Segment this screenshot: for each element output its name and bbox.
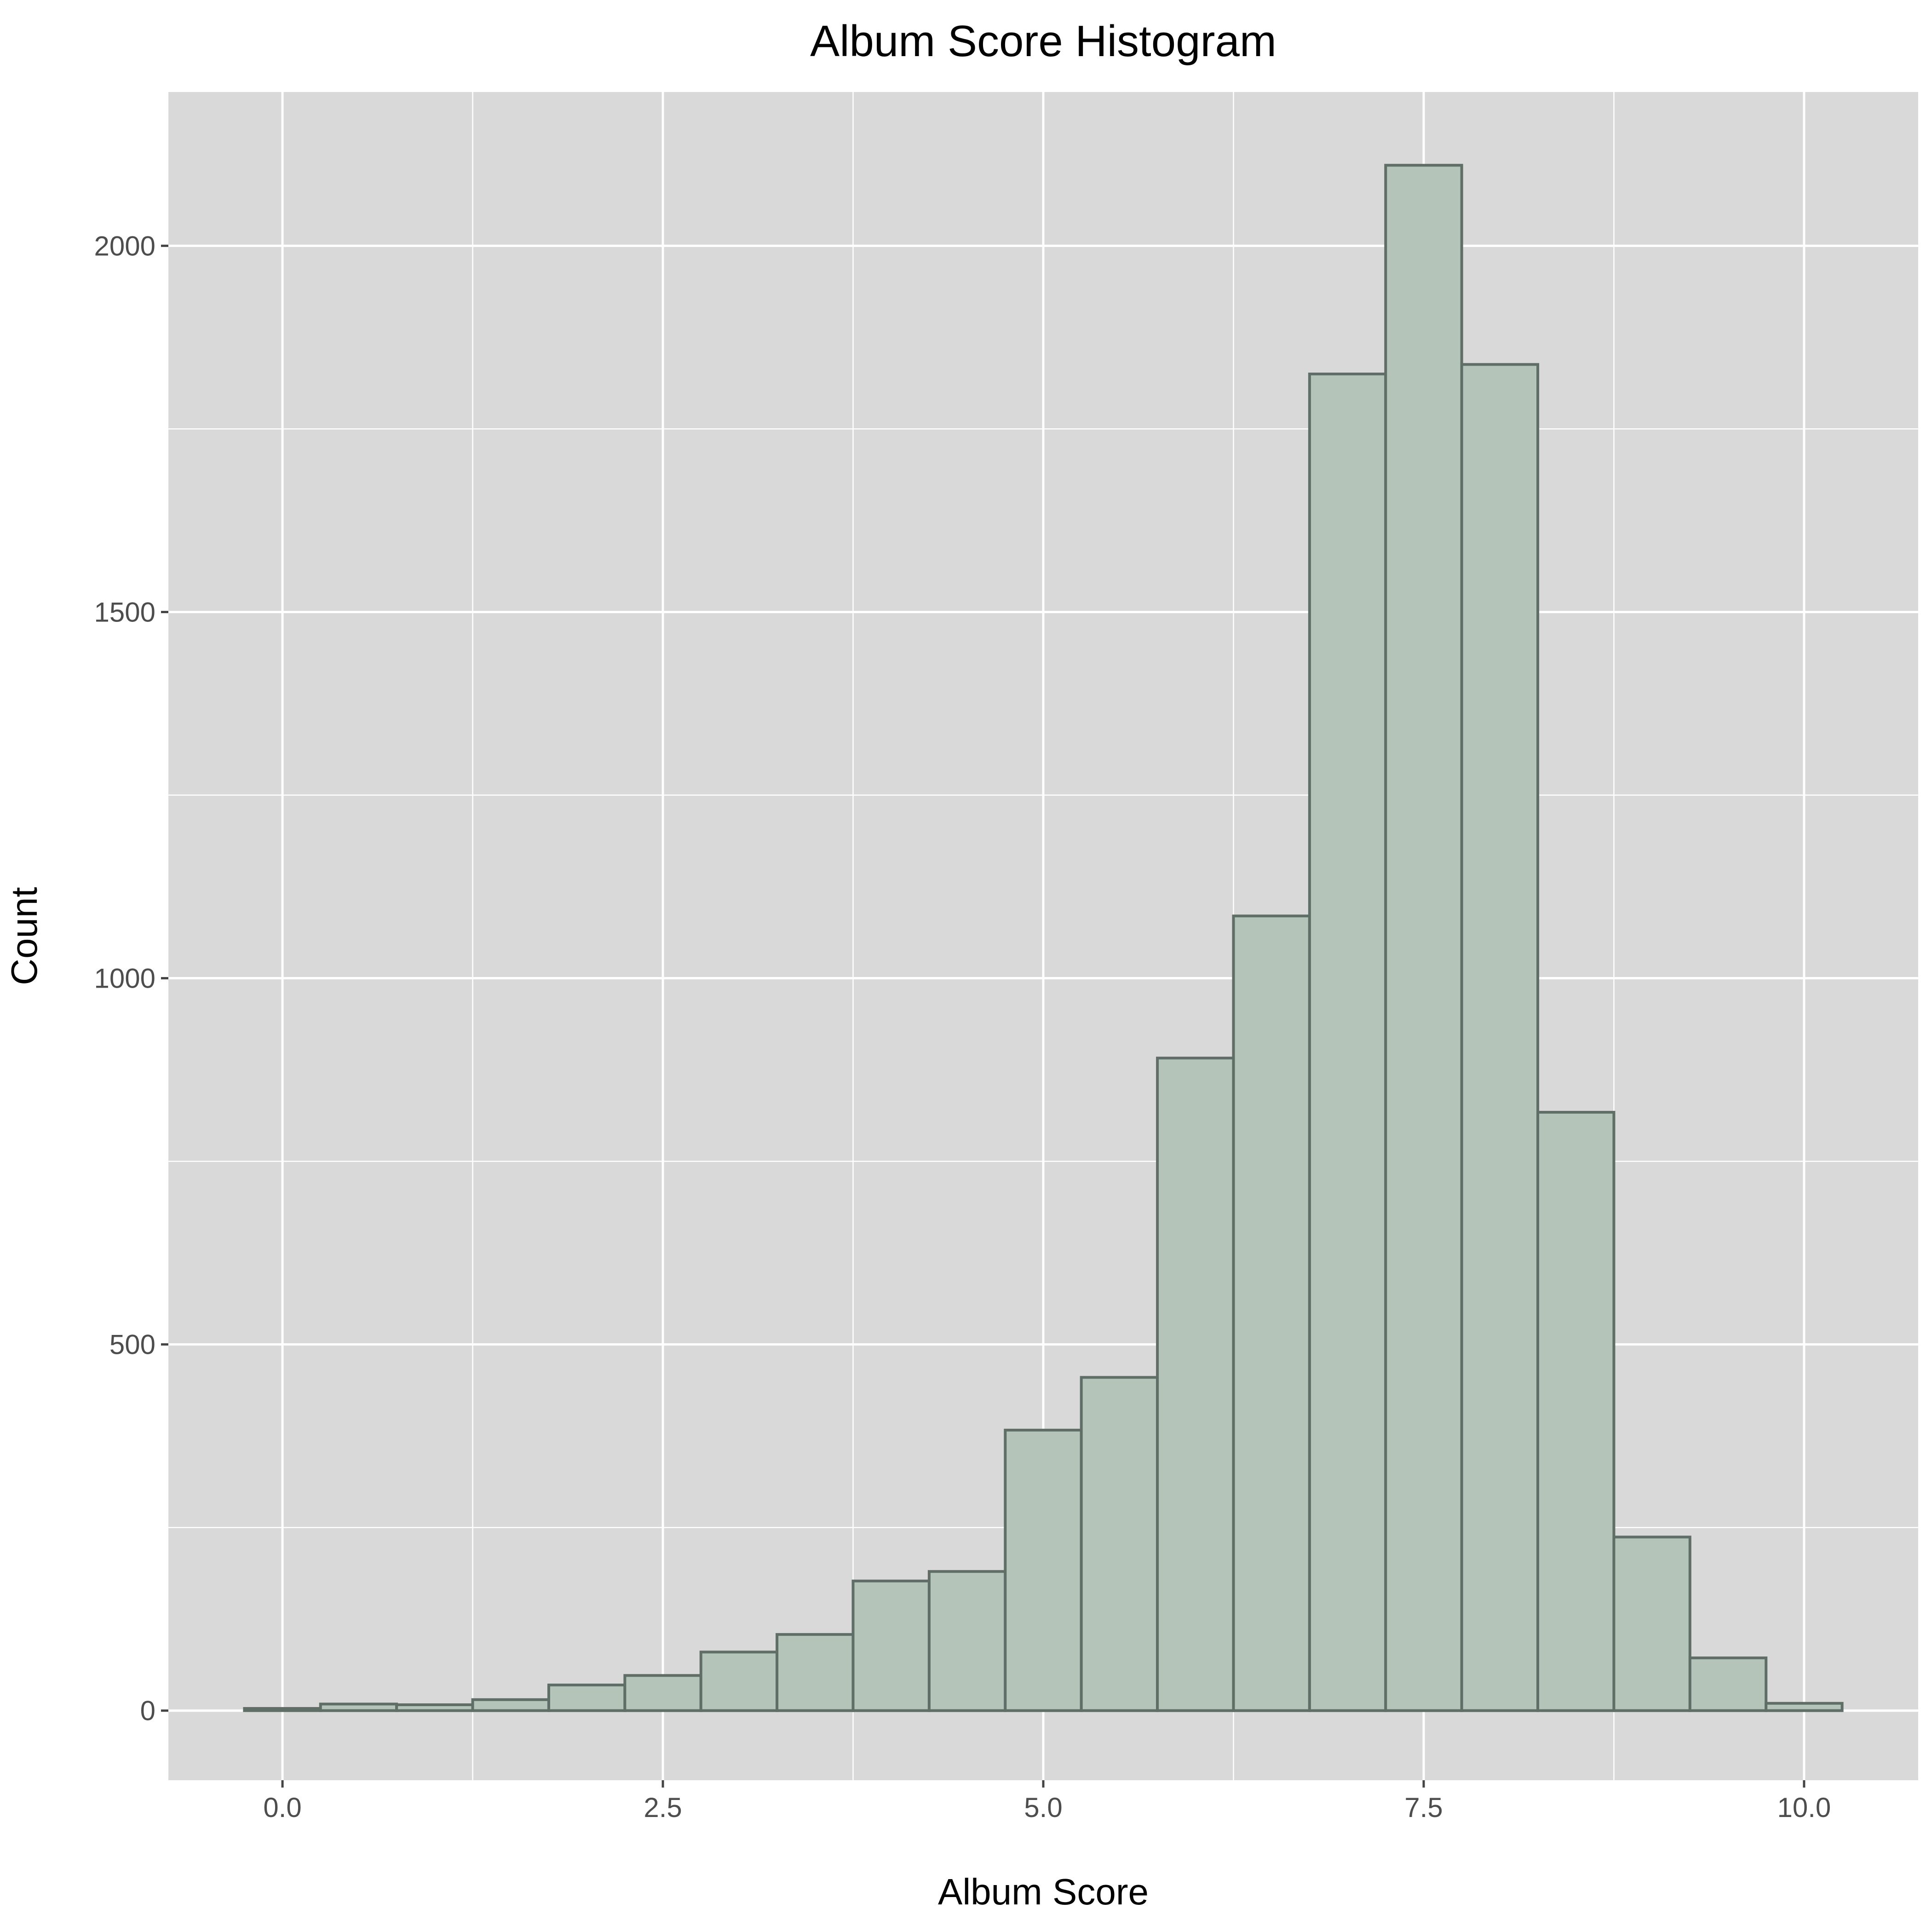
histogram-bar bbox=[547, 1684, 627, 1712]
histogram-bar bbox=[1765, 1702, 1844, 1712]
y-tick-label: 2000 bbox=[94, 230, 155, 261]
histogram-bar bbox=[1536, 1110, 1616, 1712]
histogram-bar bbox=[1308, 372, 1387, 1712]
x-axis-title: Album Score bbox=[938, 1871, 1149, 1912]
x-tick-label: 2.5 bbox=[644, 1792, 682, 1823]
x-tick-label: 10.0 bbox=[1777, 1792, 1831, 1823]
histogram-bar bbox=[1004, 1428, 1083, 1712]
x-tick-label: 7.5 bbox=[1404, 1792, 1443, 1823]
histogram-bar bbox=[395, 1703, 474, 1712]
x-tick-label: 0.0 bbox=[263, 1792, 301, 1823]
histogram-bar bbox=[471, 1698, 550, 1712]
histogram-bar bbox=[1232, 914, 1311, 1712]
y-tick-label: 500 bbox=[109, 1329, 155, 1360]
histogram-bar bbox=[1460, 363, 1540, 1712]
x-tick-label: 5.0 bbox=[1024, 1792, 1062, 1823]
histogram-bar bbox=[1612, 1535, 1691, 1712]
chart-title: Album Score Histogram bbox=[810, 17, 1276, 66]
y-tick-label: 1000 bbox=[94, 963, 155, 994]
axes: 0.0 2.5 5.0 7.5 10.0 0 500 1000 1500 2000 bbox=[94, 230, 1831, 1823]
y-tick-label: 0 bbox=[140, 1696, 155, 1726]
histogram-bar bbox=[243, 1707, 322, 1712]
histogram-bar bbox=[1156, 1057, 1235, 1712]
histogram-bar bbox=[623, 1674, 702, 1712]
histogram-bar bbox=[1688, 1656, 1768, 1712]
y-tick-label: 1500 bbox=[94, 597, 155, 627]
histogram-bar bbox=[776, 1633, 855, 1712]
y-axis-title: Count bbox=[4, 887, 45, 985]
histogram-bar bbox=[1080, 1376, 1159, 1712]
histogram-bar bbox=[851, 1579, 931, 1712]
histogram-bar bbox=[1384, 164, 1463, 1712]
histogram-bar bbox=[927, 1570, 1007, 1712]
histogram-bar bbox=[699, 1650, 779, 1712]
histogram-bar bbox=[319, 1702, 398, 1712]
histogram-bars bbox=[243, 164, 1844, 1712]
